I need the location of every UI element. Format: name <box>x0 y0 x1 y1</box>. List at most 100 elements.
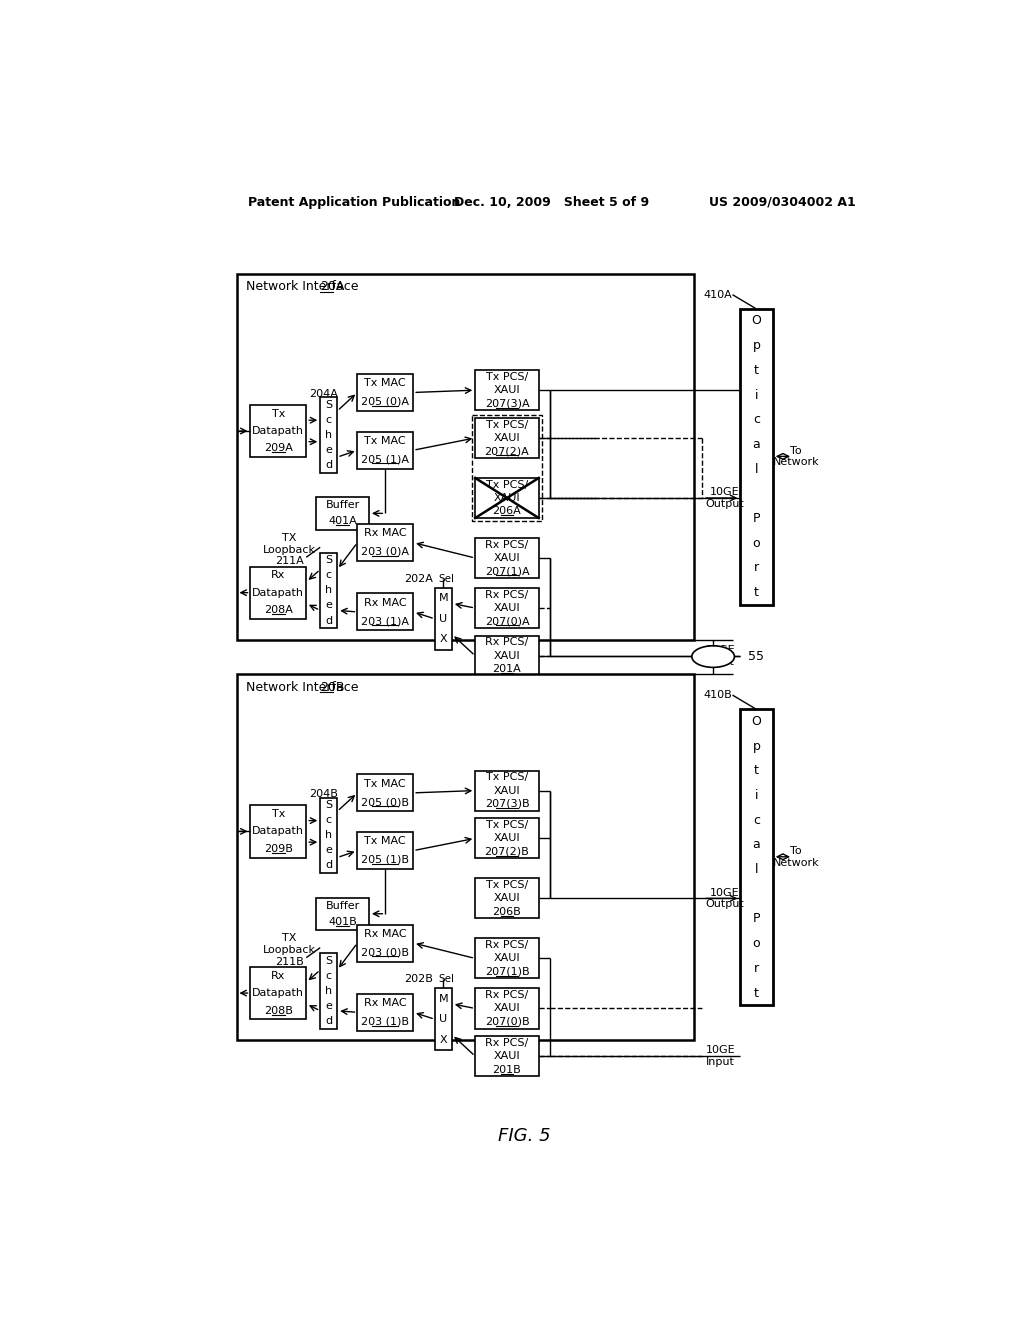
Text: Tx PCS/: Tx PCS/ <box>485 880 528 890</box>
Bar <box>321 953 337 1028</box>
Text: Dec. 10, 2009   Sheet 5 of 9: Dec. 10, 2009 Sheet 5 of 9 <box>454 195 648 209</box>
Bar <box>251 805 306 858</box>
Text: 209A: 209A <box>264 444 293 454</box>
Text: 209B: 209B <box>264 843 293 854</box>
Text: 207(0)A: 207(0)A <box>484 616 529 627</box>
Text: Tx PCS/: Tx PCS/ <box>485 479 528 490</box>
Text: X: X <box>439 635 447 644</box>
Text: 204B: 204B <box>309 789 338 800</box>
Text: 203 (1)B: 203 (1)B <box>361 1016 410 1027</box>
Text: 207(2)A: 207(2)A <box>484 446 529 457</box>
Text: a: a <box>753 838 761 851</box>
Text: XAUI: XAUI <box>494 553 520 564</box>
Bar <box>475 771 539 810</box>
Text: t: t <box>754 586 759 599</box>
Ellipse shape <box>692 645 734 668</box>
Text: d: d <box>326 615 332 626</box>
Text: c: c <box>753 813 760 826</box>
Text: t: t <box>754 986 759 999</box>
Text: a: a <box>753 438 761 451</box>
Text: 206A: 206A <box>493 507 521 516</box>
Text: i: i <box>755 388 759 401</box>
Text: 55: 55 <box>748 649 764 663</box>
Text: t: t <box>754 764 759 777</box>
Bar <box>357 775 414 812</box>
Text: 201B: 201B <box>493 1064 521 1074</box>
Text: 206B: 206B <box>493 907 521 916</box>
Text: 207(1)A: 207(1)A <box>484 566 529 577</box>
Bar <box>357 832 414 869</box>
Text: Rx MAC: Rx MAC <box>364 998 407 1008</box>
Text: 10GE
Output: 10GE Output <box>706 487 744 508</box>
Text: 20A: 20A <box>319 280 344 293</box>
Text: 401A: 401A <box>329 516 357 527</box>
Text: Rx: Rx <box>271 570 286 581</box>
Bar <box>321 397 337 473</box>
Text: Rx MAC: Rx MAC <box>364 929 407 939</box>
Text: Tx PCS/: Tx PCS/ <box>485 820 528 830</box>
Text: l: l <box>755 462 759 475</box>
Bar <box>475 818 539 858</box>
Text: Tx PCS/: Tx PCS/ <box>485 372 528 381</box>
Text: e: e <box>326 445 332 455</box>
Text: S: S <box>326 956 332 966</box>
Text: e: e <box>326 845 332 855</box>
Text: Tx MAC: Tx MAC <box>365 779 407 788</box>
Bar <box>740 709 773 1006</box>
Text: XAUI: XAUI <box>494 433 520 444</box>
Bar <box>475 539 539 578</box>
Text: P: P <box>753 512 760 525</box>
Text: 205 (1)A: 205 (1)A <box>361 454 410 465</box>
Text: c: c <box>326 816 332 825</box>
Text: Rx MAC: Rx MAC <box>364 598 407 607</box>
Text: 201A: 201A <box>493 664 521 675</box>
Text: 10GE
Input: 10GE Input <box>706 645 735 667</box>
Text: 208B: 208B <box>264 1006 293 1015</box>
Text: XAUI: XAUI <box>494 1003 520 1014</box>
Text: h: h <box>326 830 332 841</box>
Text: S: S <box>326 400 332 409</box>
Text: h: h <box>326 585 332 595</box>
Bar <box>321 797 337 873</box>
Text: d: d <box>326 861 332 870</box>
Text: S: S <box>326 800 332 810</box>
Bar <box>475 418 539 458</box>
Bar <box>237 675 693 1040</box>
Bar <box>475 589 539 628</box>
Text: Datapath: Datapath <box>252 989 304 998</box>
Text: TX
Loopback
211A: TX Loopback 211A <box>263 533 315 566</box>
Text: XAUI: XAUI <box>494 603 520 612</box>
Text: 202A: 202A <box>404 574 433 583</box>
Text: Network Interface: Network Interface <box>246 681 362 694</box>
Text: h: h <box>326 430 332 440</box>
Text: 10GE
Output: 10GE Output <box>706 887 744 909</box>
Text: S: S <box>326 556 332 565</box>
Bar <box>251 566 306 619</box>
Text: XAUI: XAUI <box>494 651 520 661</box>
Text: Datapath: Datapath <box>252 426 304 436</box>
Text: FIG. 5: FIG. 5 <box>499 1127 551 1146</box>
Text: 401B: 401B <box>329 917 357 927</box>
Bar <box>357 594 414 631</box>
Bar <box>740 309 773 605</box>
Text: 207(3)B: 207(3)B <box>484 799 529 809</box>
Text: Buffer: Buffer <box>326 900 359 911</box>
Text: o: o <box>753 937 761 950</box>
Text: p: p <box>753 739 761 752</box>
Text: X: X <box>439 1035 447 1045</box>
Text: Rx PCS/: Rx PCS/ <box>485 1038 528 1048</box>
Text: To
Network: To Network <box>773 846 819 867</box>
Text: d: d <box>326 459 332 470</box>
Text: Rx PCS/: Rx PCS/ <box>485 638 528 648</box>
Text: 208A: 208A <box>264 605 293 615</box>
Text: 203 (1)A: 203 (1)A <box>361 616 410 626</box>
Text: TX
Loopback
211B: TX Loopback 211B <box>263 933 315 966</box>
Text: 207(3)A: 207(3)A <box>484 399 529 408</box>
Bar <box>357 374 414 411</box>
Bar <box>435 589 452 649</box>
Bar <box>357 524 414 561</box>
Text: U: U <box>439 1014 447 1024</box>
Text: e: e <box>326 601 332 610</box>
Text: U: U <box>439 614 447 624</box>
Text: 207(0)B: 207(0)B <box>484 1016 529 1027</box>
